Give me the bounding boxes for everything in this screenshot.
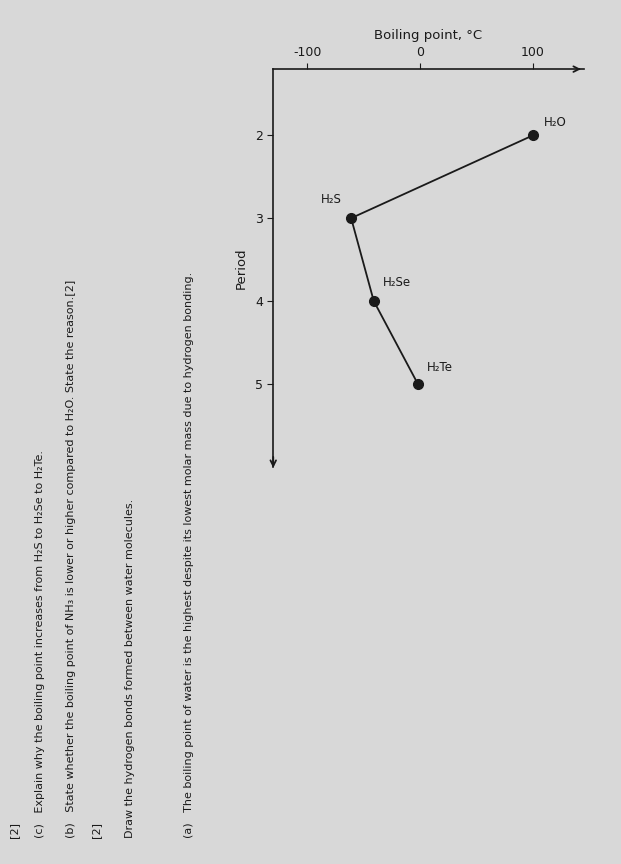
Text: Draw the hydrogen bonds formed between water molecules.: Draw the hydrogen bonds formed between w…: [125, 499, 135, 838]
Text: H₂O: H₂O: [544, 116, 567, 129]
Y-axis label: Period: Period: [235, 247, 248, 289]
Text: H₂Te: H₂Te: [427, 361, 453, 374]
Text: [2]: [2]: [91, 822, 101, 838]
Text: (b)   State whether the boiling point of NH₃ is lower or higher compared to H₂O.: (b) State whether the boiling point of N…: [66, 280, 76, 838]
Text: H₂S: H₂S: [321, 193, 342, 206]
Text: [2]: [2]: [9, 822, 19, 838]
Text: (c)   Explain why the boiling point increases from H₂S to H₂Se to H₂Te.: (c) Explain why the boiling point increa…: [35, 450, 45, 838]
X-axis label: Boiling point, °C: Boiling point, °C: [374, 29, 483, 41]
Text: (a)   The boiling point of water is the highest despite its lowest molar mass du: (a) The boiling point of water is the hi…: [184, 272, 194, 838]
Text: H₂Se: H₂Se: [383, 276, 411, 289]
